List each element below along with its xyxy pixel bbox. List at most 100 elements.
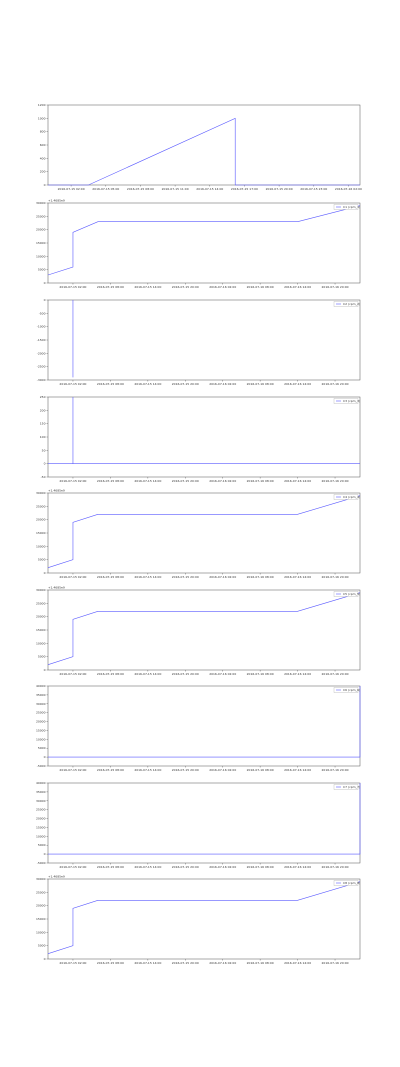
legend-label: C6 (cpm_6) (343, 688, 360, 692)
x-tick-label: 2016-07-15 20:00 (172, 479, 199, 483)
x-tick-label: 2016-07-15 02:00 (59, 672, 86, 676)
y-tick-label: 30000 (36, 702, 46, 706)
y-tick-label: 10000 (36, 737, 46, 741)
x-tick-label: 2016-07-15 20:00 (172, 285, 199, 289)
y-tick-label: 5000 (38, 843, 46, 847)
x-tick-label: 2016-07-15 14:00 (134, 672, 161, 676)
legend-box (333, 687, 359, 693)
x-tick-label: 2016-07-15 20:00 (172, 575, 199, 579)
x-tick-label: 2016-07-15 11:00 (162, 187, 189, 191)
y-tick-label: 400 (40, 156, 46, 160)
x-tick-label: 2016-07-15 02:00 (59, 285, 86, 289)
x-tick-label: 2016-07-16 02:00 (209, 768, 236, 772)
y-tick-label: 50 (42, 448, 46, 452)
x-tick-label: 2016-07-15 17:00 (231, 187, 258, 191)
y-tick-label: 20000 (36, 228, 46, 232)
x-tick-label: 2016-07-15 23:00 (300, 187, 327, 191)
y-tick-label: 1200 (38, 103, 46, 107)
y-tick-label: 30000 (36, 877, 46, 881)
line (48, 397, 360, 464)
y-tick-label: -5000 (37, 764, 46, 768)
legend-box (333, 494, 359, 500)
y-offset-label: +1.4685e9 (48, 199, 65, 203)
x-tick-label: 2016-07-15 14:00 (196, 187, 223, 191)
x-tick-label: 2016-07-15 08:00 (97, 865, 124, 869)
plot-area (47, 202, 361, 284)
y-offset-label: +1.4685e9 (48, 586, 65, 590)
x-tick-label: 2016-07-16 08:00 (247, 479, 274, 483)
x-tick-label: 2016-07-16 14:00 (284, 382, 311, 386)
x-tick-label: 2016-07-16 20:00 (322, 285, 349, 289)
x-tick-label: 2016-07-16 08:00 (247, 672, 274, 676)
legend-label: C7 (cpm_7) (343, 785, 360, 789)
y-tick-label: -1000 (37, 325, 46, 329)
y-tick-label: 0 (44, 281, 46, 285)
y-tick-label: 10000 (36, 254, 46, 258)
x-tick-label: 2016-07-16 08:00 (247, 961, 274, 965)
plot-area (47, 589, 361, 671)
x-tick-label: 2016-07-15 08:00 (97, 382, 124, 386)
x-tick-label: 2016-07-15 02:00 (59, 865, 86, 869)
x-tick-label: 2016-07-16 14:00 (284, 285, 311, 289)
y-offset-label: +1.4685e9 (48, 875, 65, 879)
x-tick-label: 2016-07-15 08:00 (97, 672, 124, 676)
y-tick-label: 35000 (36, 790, 46, 794)
y-tick-label: 25000 (36, 711, 46, 715)
x-tick-label: 2016-07-15 08:00 (97, 479, 124, 483)
x-tick-label: 2016-07-15 05:00 (92, 187, 119, 191)
x-tick-label: 2016-07-16 02:00 (209, 672, 236, 676)
legend-box (333, 204, 359, 210)
x-tick-label: 2016-07-16 02:00 (209, 865, 236, 869)
line (48, 783, 361, 855)
x-tick-label: 2016-07-15 20:00 (172, 961, 199, 965)
x-tick-label: 2016-07-15 14:00 (134, 865, 161, 869)
y-tick-label: 30000 (36, 799, 46, 803)
y-tick-label: -2000 (37, 351, 46, 355)
y-tick-label: 0 (44, 957, 46, 961)
x-tick-label: 2016-07-16 14:00 (284, 479, 311, 483)
x-tick-label: 2016-07-15 14:00 (134, 768, 161, 772)
plot-area (47, 492, 361, 574)
y-tick-label: 0 (44, 183, 46, 187)
y-tick-label: 30000 (36, 491, 46, 495)
y-tick-label: 25000 (36, 214, 46, 218)
legend-box (333, 301, 359, 307)
x-tick-label: 2016-07-15 08:00 (97, 961, 124, 965)
x-tick-label: 2016-07-15 14:00 (134, 961, 161, 965)
x-tick-label: 2016-07-15 08:00 (97, 285, 124, 289)
legend-box (333, 880, 359, 886)
x-tick-label: 2016-07-15 02:00 (59, 382, 86, 386)
plot-area (47, 396, 361, 478)
x-tick-label: 2016-07-15 02:00 (59, 768, 86, 772)
y-tick-label: 1000 (38, 116, 46, 120)
x-tick-label: 2016-07-16 08:00 (247, 768, 274, 772)
y-tick-label: 5000 (38, 558, 46, 562)
legend-box (333, 591, 359, 597)
y-tick-label: 40000 (36, 781, 46, 785)
y-tick-label: 0 (44, 462, 46, 466)
line (47, 881, 361, 954)
x-tick-label: 2016-07-15 02:00 (59, 961, 86, 965)
x-tick-label: 2016-07-16 14:00 (284, 575, 311, 579)
y-tick-label: 200 (40, 170, 46, 174)
x-tick-label: 2016-07-15 20:00 (172, 382, 199, 386)
y-tick-label: 10000 (36, 641, 46, 645)
y-tick-label: 0 (44, 298, 46, 302)
legend-box (333, 398, 359, 404)
y-tick-label: -50 (41, 475, 46, 479)
y-tick-label: 30000 (36, 588, 46, 592)
x-tick-label: 2016-07-16 14:00 (284, 768, 311, 772)
legend-box (333, 784, 359, 790)
y-tick-label: -1500 (37, 338, 46, 342)
y-tick-label: -3000 (37, 378, 46, 382)
y-tick-label: 20000 (36, 518, 46, 522)
plot-area (47, 878, 361, 960)
x-tick-label: 2016-07-16 20:00 (322, 479, 349, 483)
y-tick-label: 0 (44, 571, 46, 575)
y-tick-label: -500 (39, 311, 46, 315)
plot-area (47, 782, 361, 864)
y-tick-label: 20000 (36, 615, 46, 619)
y-tick-label: 5000 (38, 655, 46, 659)
line (48, 686, 361, 758)
x-tick-label: 2016-07-15 14:00 (134, 382, 161, 386)
